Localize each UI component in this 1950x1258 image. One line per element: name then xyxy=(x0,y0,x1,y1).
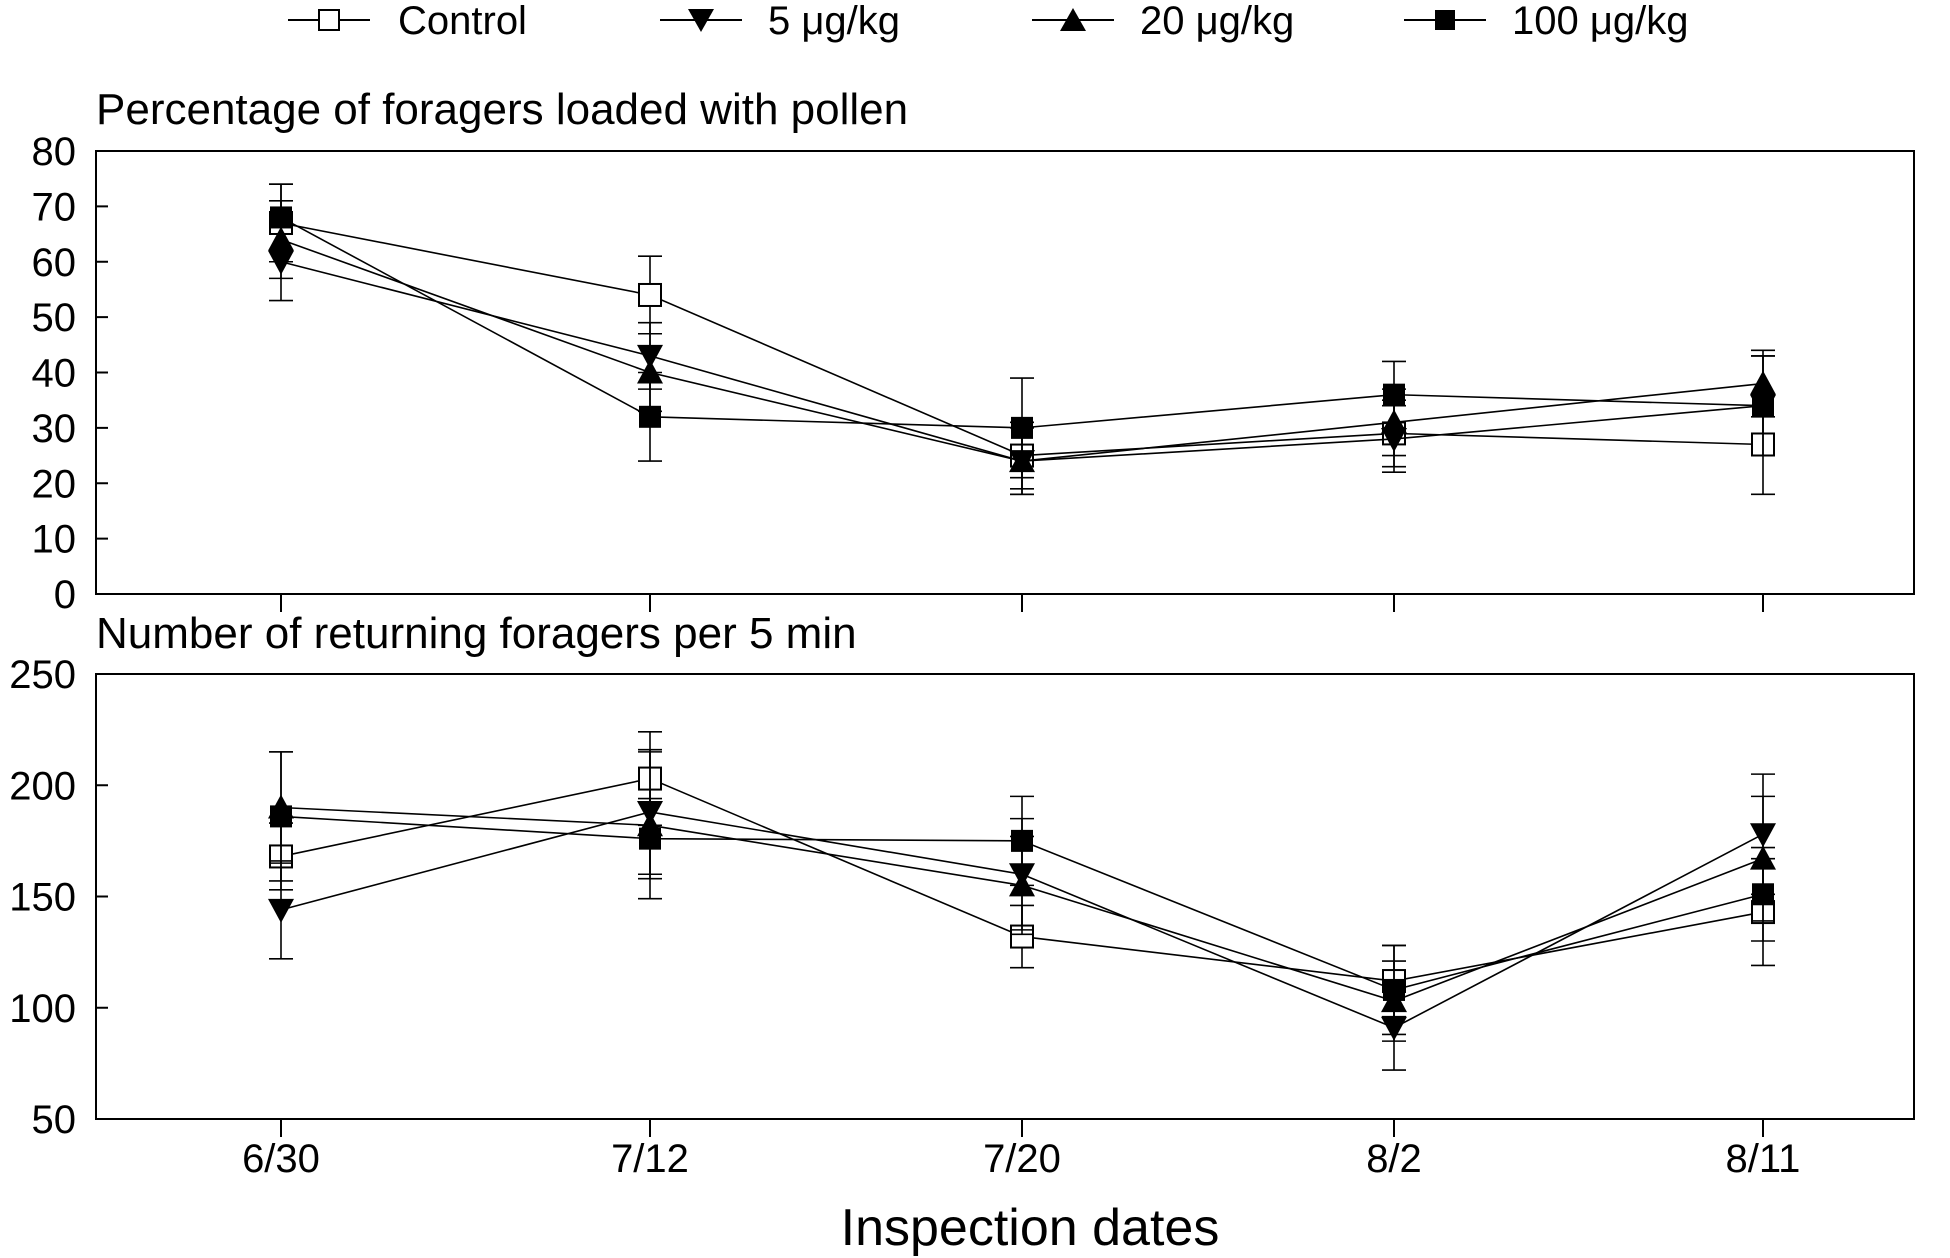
top-x-ticks xyxy=(280,594,1764,612)
bottom-plot-area xyxy=(268,731,1776,1071)
bottom-data-point-100ugkg xyxy=(639,827,661,850)
bottom-plot-frame xyxy=(95,673,1915,1120)
x-tick-label: 8/2 xyxy=(1366,1137,1422,1181)
x-axis-label: Inspection dates xyxy=(841,1199,1220,1257)
bottom-x-ticks xyxy=(280,1119,1764,1137)
legend: Control 5 μg/kg 20 μg/kg 100 μg/kg xyxy=(288,0,1689,43)
legend-item-5ugkg: 5 μg/kg xyxy=(660,0,900,43)
top-y-tick-label: 40 xyxy=(32,352,77,396)
top-y-tick-label: 30 xyxy=(32,407,77,451)
top-data-point-100ugkg xyxy=(270,206,292,229)
legend-marker-control xyxy=(318,9,340,31)
legend-item-20ugkg: 20 μg/kg xyxy=(1032,0,1294,43)
top-y-tick-label: 10 xyxy=(32,518,77,562)
bottom-y-tick-label: 200 xyxy=(9,764,76,808)
bottom-data-point-100ugkg xyxy=(270,805,292,828)
x-tick-label: 7/20 xyxy=(983,1137,1061,1181)
top-y-tick-label: 80 xyxy=(32,130,77,174)
top-y-tick-label: 20 xyxy=(32,462,77,506)
legend-label-20ugkg: 20 μg/kg xyxy=(1140,0,1294,43)
x-tick-label: 7/12 xyxy=(611,1137,689,1181)
bottom-y-tick-label: 150 xyxy=(9,876,76,920)
legend-label-5ugkg: 5 μg/kg xyxy=(768,0,900,43)
bottom-y-axis: 50 100 150 200 250 xyxy=(9,653,108,1142)
bottom-data-point-100ugkg xyxy=(1011,829,1033,852)
bottom-y-tick-label: 50 xyxy=(32,1098,77,1142)
top-plot-frame xyxy=(95,150,1915,595)
bottom-y-tick-label: 250 xyxy=(9,653,76,697)
top-series-100ugkg xyxy=(269,183,1775,479)
top-y-tick-label: 0 xyxy=(54,573,76,617)
bottom-data-point-100ugkg xyxy=(1752,883,1774,906)
legend-marker-5ugkg xyxy=(688,9,714,32)
bottom-panel-title: Number of returning foragers per 5 min xyxy=(96,609,857,658)
bottom-series-100ugkg xyxy=(269,751,1775,1036)
bottom-data-point-100ugkg xyxy=(1383,978,1405,1001)
top-y-tick-label: 60 xyxy=(32,241,77,285)
top-y-tick-label: 70 xyxy=(32,185,77,229)
top-panel-title: Percentage of foragers loaded with polle… xyxy=(96,85,908,134)
x-tick-label: 8/11 xyxy=(1726,1137,1801,1181)
top-data-point-100ugkg xyxy=(1011,416,1033,439)
bottom-data-point-5ugkg xyxy=(268,898,294,923)
top-data-point-20ugkg xyxy=(637,359,663,384)
legend-marker-20ugkg xyxy=(1060,8,1086,31)
top-y-axis: 0 10 20 30 40 50 60 70 80 xyxy=(32,130,108,617)
top-y-tick-label: 50 xyxy=(32,296,77,340)
bottom-series-20ugkg xyxy=(268,751,1776,1042)
top-data-point-100ugkg xyxy=(639,405,661,428)
top-data-point-control xyxy=(638,282,662,307)
legend-item-control: Control xyxy=(288,0,527,43)
top-data-point-100ugkg xyxy=(1383,383,1405,406)
legend-marker-100ugkg xyxy=(1435,10,1455,30)
top-data-point-100ugkg xyxy=(1752,394,1774,417)
x-tick-label: 6/30 xyxy=(242,1137,320,1181)
legend-item-100ugkg: 100 μg/kg xyxy=(1404,0,1689,43)
x-tick-labels: 6/30 7/12 7/20 8/2 8/11 xyxy=(242,1137,1800,1181)
top-plot-area xyxy=(268,183,1776,496)
legend-label-control: Control xyxy=(398,0,527,43)
bottom-y-tick-label: 100 xyxy=(9,987,76,1031)
legend-label-100ugkg: 100 μg/kg xyxy=(1512,0,1689,43)
